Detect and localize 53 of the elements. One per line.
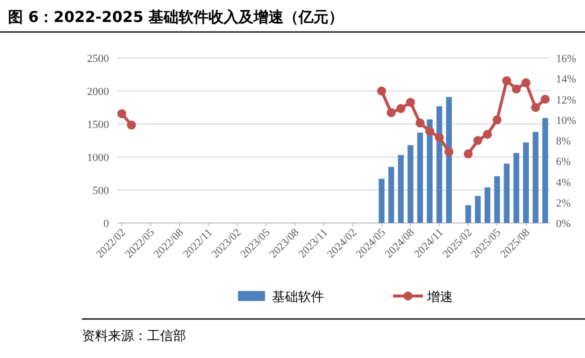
point [406, 98, 415, 107]
y-tick-label: 500 [92, 185, 110, 197]
y2-tick-label: 8% [556, 136, 571, 148]
bar [542, 118, 548, 223]
point [434, 132, 444, 142]
bar [465, 205, 472, 223]
bar [388, 166, 394, 223]
y2-tick-label: 12% [556, 94, 576, 106]
point [396, 104, 406, 114]
point [512, 84, 521, 94]
bar [417, 132, 423, 223]
point [464, 149, 473, 158]
chart-title: 图 6：2022-2025 基础软件收入及增速（亿元） [8, 8, 344, 26]
bar [484, 187, 490, 223]
point [126, 120, 136, 130]
text: 资料来源：工信部 [82, 329, 186, 344]
point [386, 108, 396, 118]
point [521, 78, 530, 88]
bar [494, 176, 500, 223]
y2-tick-label: 16% [556, 53, 576, 65]
bar [408, 145, 414, 223]
point [492, 115, 502, 124]
y-tick-label: 1500 [87, 119, 110, 131]
legend-label: 基础软件 [272, 290, 324, 305]
y2-tick-label: 6% [556, 156, 571, 168]
y2-tick-label: 4% [556, 176, 571, 189]
y2-tick-label: 10% [556, 114, 576, 127]
legend-label: 增速 [426, 290, 453, 305]
bar [398, 155, 404, 223]
y-tick-label: 1000 [87, 152, 110, 164]
y2-tick-label: 14% [556, 74, 576, 86]
point [502, 76, 512, 86]
bar [523, 142, 529, 223]
y2-tick-label: 0% [556, 218, 571, 230]
bar [378, 178, 384, 223]
point [482, 130, 492, 139]
bar [504, 164, 510, 223]
y-tick-label: 0 [104, 218, 110, 230]
y-tick-label: 2000 [87, 86, 110, 98]
point [473, 136, 482, 145]
bar [474, 196, 481, 223]
point [416, 118, 425, 128]
point [531, 103, 540, 112]
point [425, 126, 434, 136]
point [377, 86, 386, 96]
point [540, 94, 550, 104]
bar [446, 96, 452, 223]
bar [513, 153, 520, 223]
bar [532, 132, 538, 223]
y2-tick-label: 2% [556, 197, 571, 210]
y-tick-label: 2500 [87, 53, 110, 65]
point [444, 147, 454, 156]
point [117, 109, 126, 118]
